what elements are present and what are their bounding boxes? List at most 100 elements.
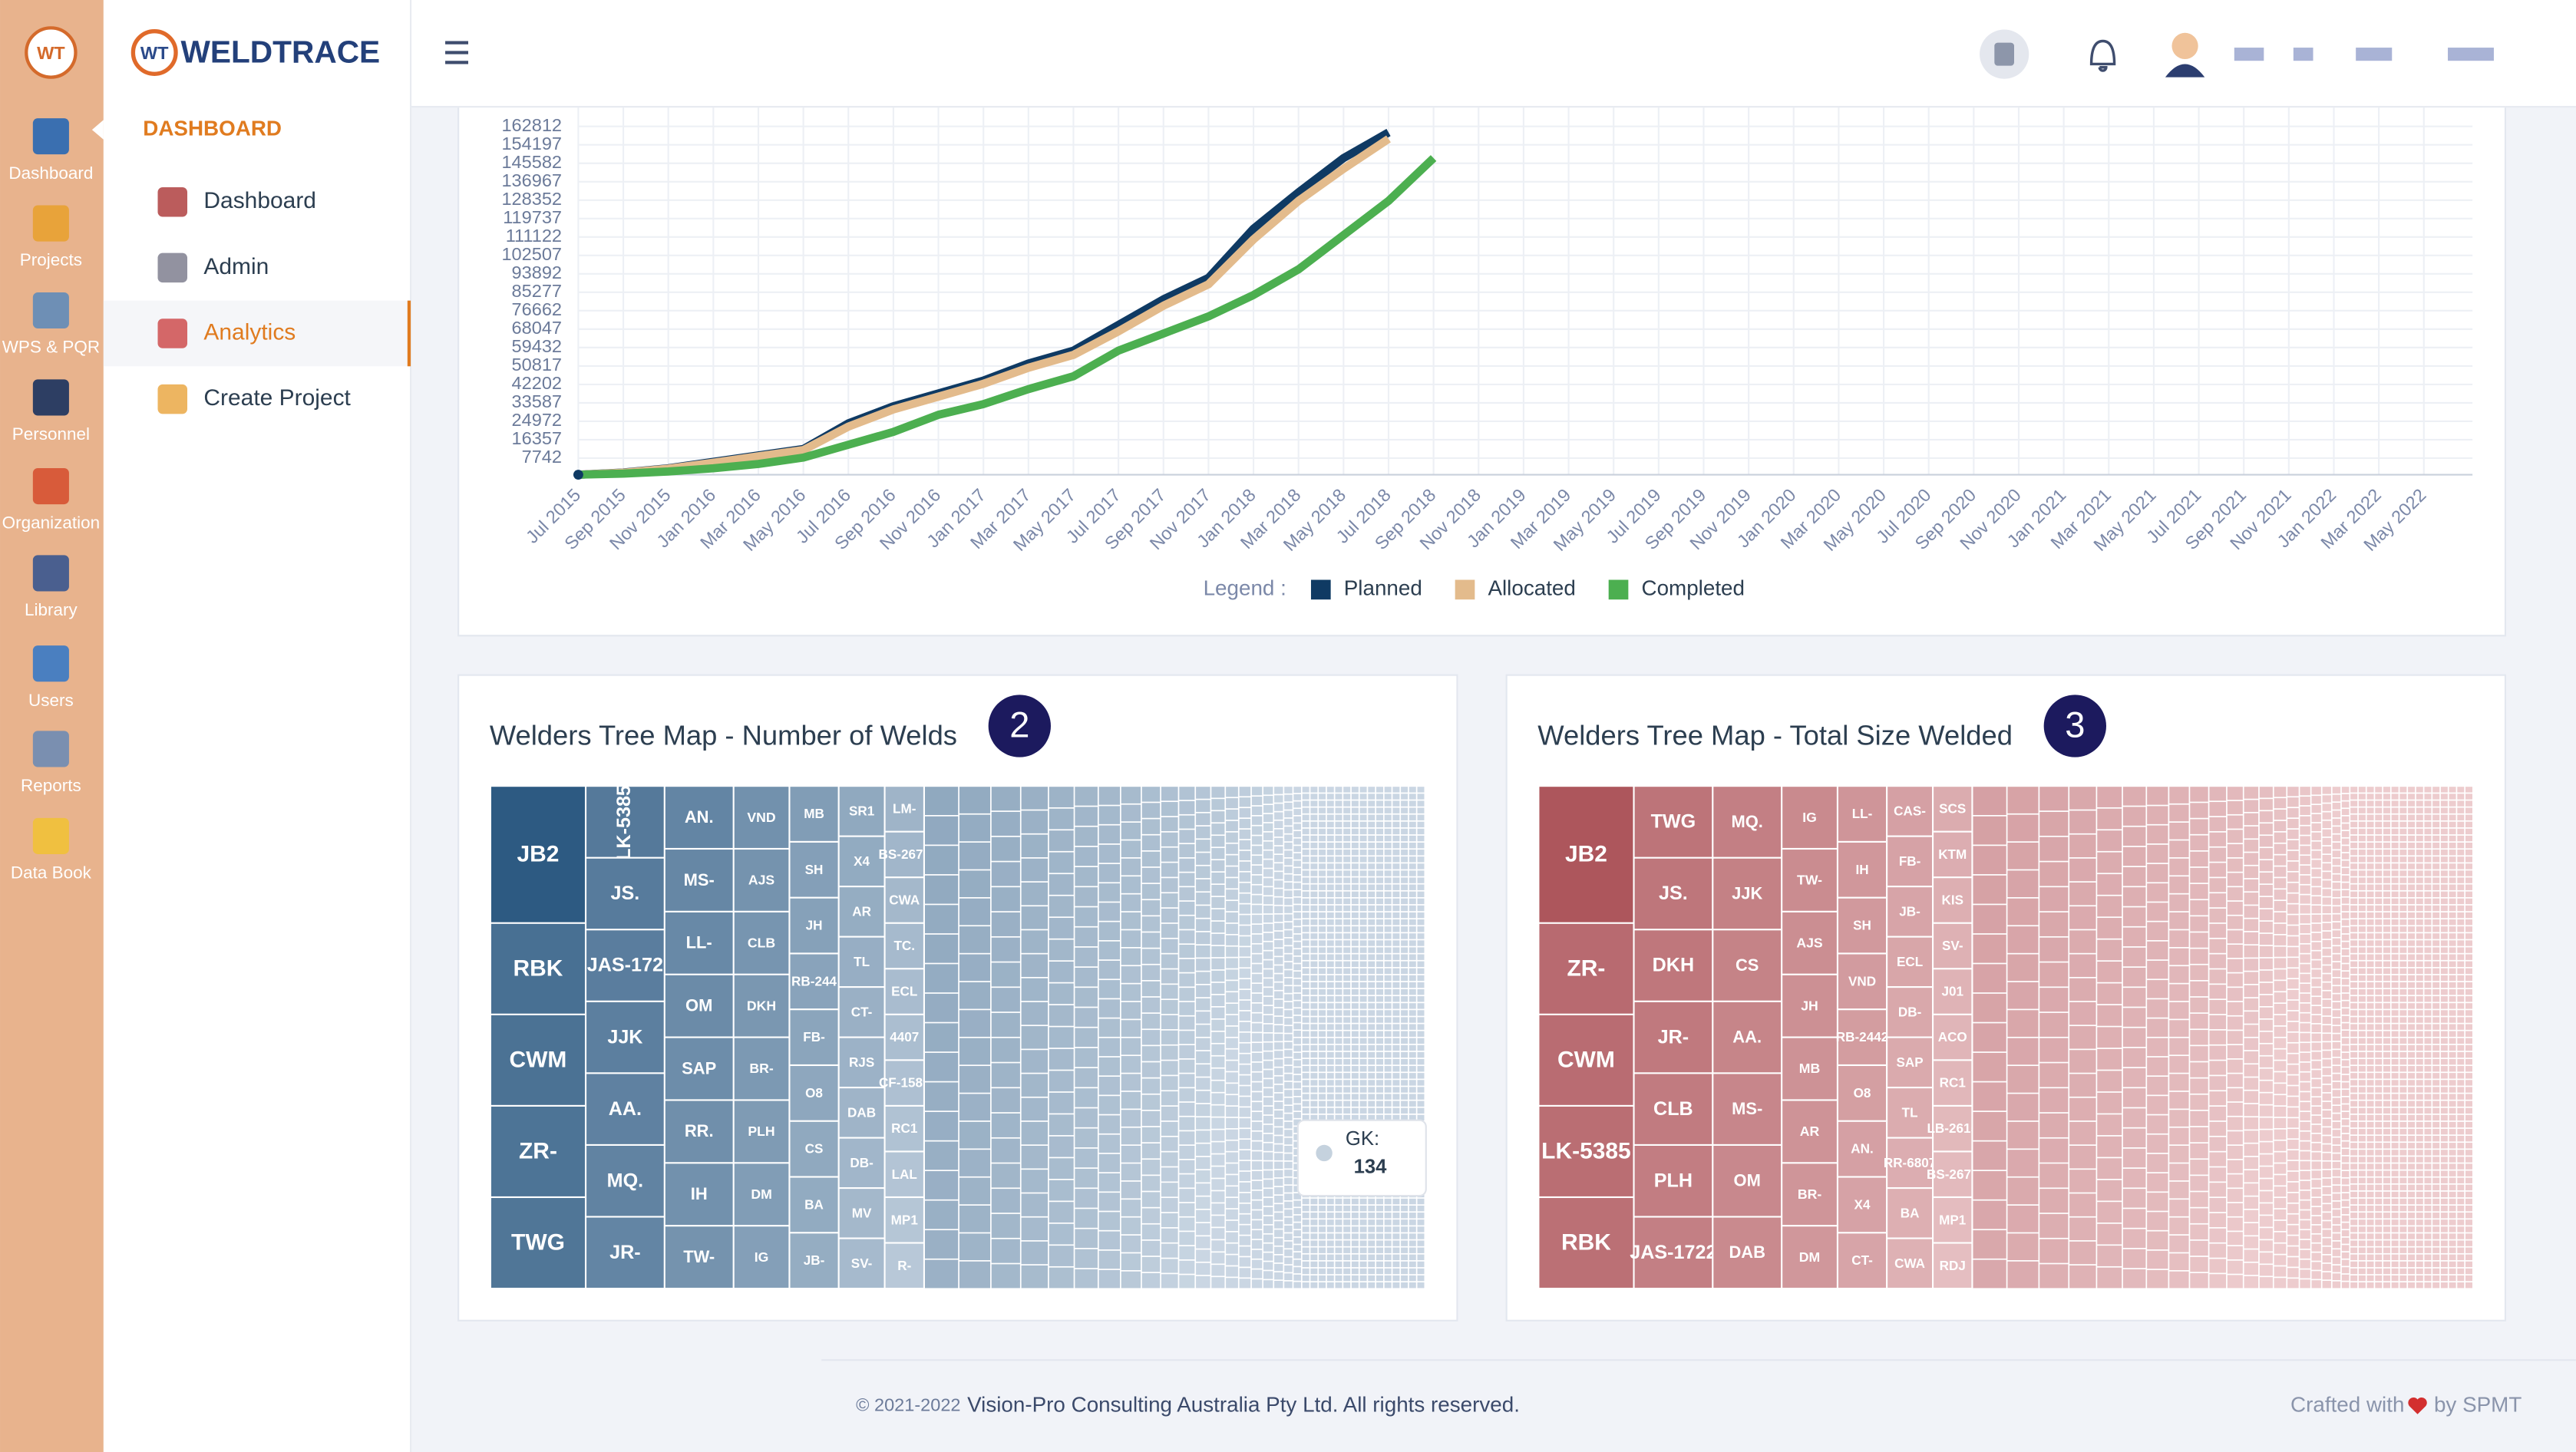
treemap-small-cell: [1359, 1080, 1367, 1086]
treemap-small-cell: [2424, 1213, 2432, 1219]
rail-label[interactable]: Reports: [21, 776, 81, 795]
rail-label[interactable]: Organization: [2, 513, 100, 533]
rail-label[interactable]: Personnel: [12, 424, 90, 444]
treemap-small-cell: [2259, 823, 2273, 835]
treemap-cell: [734, 1226, 789, 1288]
treemap-small-cell: [2375, 1101, 2383, 1107]
treemap-small-cell: [1293, 801, 1301, 808]
treemap-small-cell: [1179, 1102, 1195, 1116]
treemap-small-cell: [2408, 877, 2416, 883]
treemap-small-cell: [1251, 915, 1263, 924]
treemap-small-cell: [2383, 954, 2390, 960]
treemap-small-cell: [1293, 1245, 1301, 1252]
treemap-small-cell: [2391, 877, 2399, 883]
treemap-small-cell: [1161, 1228, 1178, 1242]
treemap-small-cell: [2332, 850, 2341, 858]
treemap-small-cell: [2358, 1170, 2366, 1176]
treemap-small-cell: [2424, 940, 2432, 946]
treemap-small-cell: [2449, 1268, 2456, 1275]
rail-icon[interactable]: [32, 731, 69, 767]
treemap-small-cell: [1376, 1073, 1383, 1079]
rail-icon[interactable]: [32, 205, 69, 242]
treemap-small-cell: [2383, 982, 2390, 988]
treemap-small-cell: [1409, 1017, 1416, 1023]
treemap-small-cell: [2332, 858, 2341, 866]
treemap-label: TL: [1902, 1105, 1918, 1120]
treemap-small-cell: [2366, 1213, 2374, 1219]
rail-label[interactable]: Projects: [20, 250, 82, 269]
treemap-small-cell: [2147, 903, 2168, 921]
treemap-small-cell: [2350, 1010, 2358, 1016]
treemap-small-cell: [1098, 999, 1121, 1018]
treemap-small-cell: [2408, 884, 2416, 890]
treemap-small-cell: [1335, 1038, 1342, 1044]
menu-icon[interactable]: [157, 186, 188, 217]
menu-icon[interactable]: [157, 252, 188, 283]
treemap-small-cell: [1075, 967, 1098, 987]
rail-icon[interactable]: [32, 817, 69, 854]
menu-item[interactable]: Dashboard: [203, 188, 316, 213]
treemap-small-cell: [1284, 1217, 1293, 1225]
treemap-small-cell: [2416, 1254, 2423, 1261]
treemap-small-cell: [2465, 807, 2472, 813]
treemap-small-cell: [2449, 1282, 2456, 1289]
treemap-small-cell: [2424, 1128, 2432, 1135]
treemap-small-cell: [2311, 869, 2321, 877]
treemap-small-cell: [2424, 856, 2432, 863]
treemap-small-cell: [2122, 1128, 2146, 1148]
rail-label[interactable]: Users: [28, 691, 74, 710]
rail-icon[interactable]: [32, 555, 69, 592]
treemap-small-cell: [1239, 1236, 1251, 1246]
treemap-small-cell: [2408, 828, 2416, 835]
treemap-small-cell: [1211, 1019, 1225, 1031]
treemap-small-cell: [1335, 835, 1342, 842]
treemap-small-cell: [1161, 1121, 1178, 1136]
treemap-small-cell: [2244, 1130, 2259, 1143]
treemap-small-cell: [2416, 891, 2423, 898]
rail-icon[interactable]: [32, 292, 69, 329]
treemap-small-cell: [1368, 1254, 1376, 1261]
treemap-small-cell: [1417, 842, 1425, 849]
treemap-small-cell: [2391, 912, 2399, 919]
rail-icon[interactable]: [32, 467, 69, 505]
treemap-small-cell: [1973, 875, 2006, 904]
treemap-small-cell: [2300, 836, 2310, 845]
treemap-small-cell: [2440, 828, 2448, 835]
menu-icon[interactable]: [157, 318, 188, 348]
rail-label[interactable]: Dashboard: [8, 163, 93, 183]
treemap-small-cell: [1239, 872, 1251, 882]
treemap-small-cell: [2366, 787, 2374, 793]
treemap-small-cell: [2209, 954, 2227, 969]
treemap-small-cell: [1251, 816, 1263, 825]
treemap-small-cell: [2227, 1174, 2243, 1188]
menu-icon[interactable]: [157, 384, 188, 414]
treemap-small-cell: [2300, 944, 2310, 953]
treemap-small-cell: [2383, 814, 2390, 820]
menu-item[interactable]: Admin: [203, 254, 269, 279]
menu-item[interactable]: Analytics: [203, 319, 296, 345]
rail-label[interactable]: Library: [25, 600, 78, 619]
rail-icon[interactable]: [32, 118, 69, 155]
treemap-small-cell: [1251, 1052, 1263, 1062]
treemap-small-cell: [1351, 1240, 1359, 1246]
treemap-small-cell: [2408, 1213, 2416, 1219]
treemap-small-cell: [1392, 933, 1400, 939]
treemap-small-cell: [2408, 975, 2416, 982]
treemap-small-cell: [1284, 938, 1293, 945]
rail-label[interactable]: Data Book: [11, 863, 92, 883]
treemap-small-cell: [2341, 897, 2350, 904]
treemap-small-cell: [1319, 933, 1326, 939]
treemap-small-cell: [2350, 1114, 2358, 1121]
treemap-small-cell: [2432, 1024, 2440, 1030]
treemap-small-cell: [1284, 818, 1293, 826]
rail-label[interactable]: WPS & PQR: [2, 338, 100, 357]
treemap-small-cell: [1401, 870, 1409, 876]
rail-icon[interactable]: [32, 645, 69, 682]
menu-item[interactable]: Create Project: [203, 385, 351, 411]
rail-icon[interactable]: [32, 379, 69, 416]
treemap-small-cell: [1351, 1003, 1359, 1009]
treemap-small-cell: [2007, 870, 2039, 898]
treemap-small-cell: [2332, 1201, 2341, 1209]
treemap-small-cell: [2416, 988, 2423, 995]
treemap-small-cell: [1284, 898, 1293, 906]
